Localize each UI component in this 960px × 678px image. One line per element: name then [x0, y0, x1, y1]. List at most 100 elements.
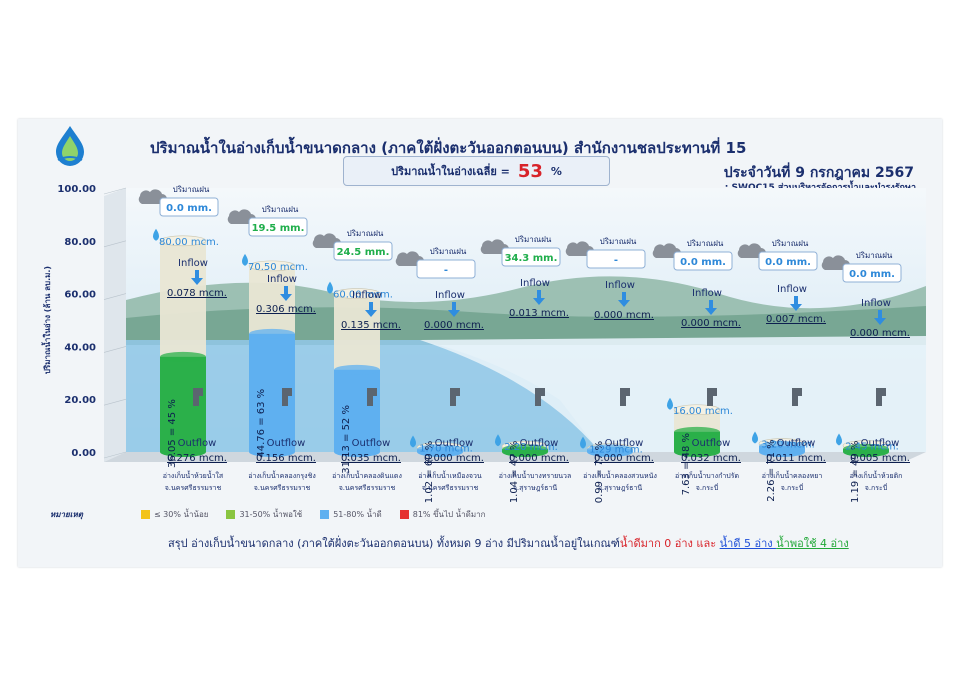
reservoir-province: จ.กระบี่	[865, 483, 888, 492]
inflow-arrow-icon	[705, 300, 717, 315]
inflow-value: 0.000 mcm.	[681, 318, 741, 329]
rain-value: 24.5 mm.	[337, 247, 390, 258]
summary-very-good: น้ำดีมาก	[619, 537, 661, 550]
water-top	[674, 426, 720, 437]
water-bar	[334, 369, 380, 452]
legend-item-very-good: 81% ขึ้นไป น้ำดีมาก	[399, 508, 485, 521]
report-date: ประจำวันที่ 9 กรกฎาคม 2567	[723, 165, 914, 181]
y-tick-label: 80.00	[64, 237, 96, 248]
outflow-value: 0.035 mcm.	[341, 453, 401, 464]
summary-good: น้ำดี	[719, 537, 741, 550]
water-bottom	[417, 447, 463, 457]
bar-value-label: 1.19 = 49 %	[850, 441, 861, 503]
outflow-label: Outflow	[178, 438, 217, 449]
reservoir-province: จ.นครศรีธรรมราช	[422, 484, 479, 492]
bar-value-label: 44.76 = 63 %	[256, 389, 267, 458]
summary-prefix: สรุป อ่างเก็บน้ำขนาดกลาง (ภาคใต้ฝั่งตะวั…	[168, 537, 620, 550]
capacity-top	[159, 235, 207, 247]
gridline	[103, 346, 127, 353]
water-bottom	[674, 447, 720, 457]
reservoir-province: จ.สุราษฎร์ธานี	[598, 484, 643, 492]
capacity-top	[248, 260, 296, 272]
water-drop-icon	[242, 253, 248, 266]
y-axis-label: ปริมาณน้ำในอ่าง (ล้าน ลบ.ม.)	[41, 266, 52, 374]
outflow-label: Outflow	[267, 438, 306, 449]
reservoir-group: 1.02 = 60 %1.70 mcm. ปริมาณฝน - Inflow 0.000…	[395, 247, 484, 503]
inflow-label: Inflow	[435, 290, 465, 301]
inflow-label: Inflow	[178, 258, 208, 269]
water-bottom	[759, 447, 805, 457]
summary-very-good-count: 0 อ่าง และ	[660, 537, 720, 550]
capacity-label: 1.29 mcm.	[589, 445, 643, 456]
capacity-label: 80.00 mcm.	[159, 237, 219, 248]
faucet-icon	[876, 388, 886, 406]
outflow-label: Outflow	[777, 438, 816, 449]
inflow-value: 0.135 mcm.	[341, 320, 401, 331]
faucet-icon	[535, 388, 545, 406]
rain-value: -	[444, 265, 448, 276]
outflow-value: 0.032 mcm.	[681, 453, 741, 464]
rain-box	[842, 263, 902, 283]
chart-side-wall	[104, 188, 126, 462]
water-bottom	[502, 447, 548, 457]
inflow-value: 0.078 mcm.	[167, 288, 227, 299]
outflow-value: 0.000 mcm.	[424, 453, 484, 464]
legend-item-fair: 31-50% น้ำพอใช้	[226, 508, 302, 521]
rain-value: 0.0 mm.	[849, 269, 895, 280]
bar-value-label: 7.63 = 48 %	[681, 433, 692, 495]
reservoir-group: 7.63 = 48 % 16.00 mcm. ปริมาณฝน 0.0 mm. Infl…	[652, 239, 741, 495]
chart-floor	[104, 452, 926, 462]
gridline	[103, 293, 127, 300]
capacity-label: 60.00 mcm.	[333, 290, 393, 301]
inflow-label: Inflow	[605, 280, 635, 291]
inflow-label: Inflow	[861, 298, 891, 309]
reservoir-name: อ่างเก็บน้ำห้วยน้ำใส	[163, 469, 224, 480]
summary-good-count: 5 อ่าง	[740, 537, 777, 550]
faucet-icon	[367, 388, 377, 406]
legend-item-low: ≤ 30% น้ำน้อย	[140, 508, 208, 521]
water-drop-icon	[580, 436, 586, 449]
average-unit: %	[550, 164, 562, 178]
gridline	[103, 187, 127, 195]
outflow-value: 0.156 mcm.	[256, 453, 316, 464]
rain-label: ปริมาณฝน	[515, 235, 552, 244]
inflow-label: Inflow	[352, 290, 382, 301]
dam-slope	[420, 336, 926, 452]
inflow-arrow-icon	[448, 302, 460, 317]
outflow-value: 0.000 mcm.	[509, 453, 569, 464]
water-drop-icon	[495, 434, 501, 447]
outflow-label: Outflow	[435, 438, 474, 449]
inflow-value: 0.013 mcm.	[509, 308, 569, 319]
inflow-arrow-icon	[533, 290, 545, 305]
bar-value-label: 1.04 = 47 %	[509, 441, 520, 503]
capacity-label: 16.00 mcm.	[673, 406, 733, 417]
reservoir-province: จ.สุราษฎร์ธานี	[513, 484, 558, 492]
inflow-arrow-icon	[365, 302, 377, 317]
inflow-arrow-icon	[191, 270, 203, 285]
rain-box	[416, 259, 476, 279]
inflow-value: 0.000 mcm.	[594, 310, 654, 321]
faucet-icon	[193, 388, 203, 406]
reservoir-province: จ.กระบี่	[781, 483, 804, 492]
y-tick-label: 60.00	[64, 290, 96, 301]
rain-box	[758, 251, 818, 271]
faucet-icon	[282, 388, 292, 406]
inflow-arrow-icon	[618, 292, 630, 307]
outflow-label: Outflow	[861, 438, 900, 449]
rain-value: -	[614, 255, 618, 266]
reservoir-name: อ่างเก็บน้ำคลองสวนหนัง	[583, 469, 657, 480]
water-bottom	[587, 447, 633, 457]
reservoir-group: 2.26 = 71 %3.20 mcm. ปริมาณฝน 0.0 mm. Inflo…	[737, 239, 826, 502]
summary-text: สรุป อ่างเก็บน้ำขนาดกลาง (ภาคใต้ฝั่งตะวั…	[168, 534, 849, 552]
water-drop-icon	[752, 431, 758, 444]
y-tick-label: 40.00	[64, 342, 96, 353]
reservoir-group: 0.99 = 77 %1.29 mcm. ปริมาณฝน - Inflow 0.000…	[565, 237, 657, 503]
water-drop-icon	[153, 228, 159, 241]
outflow-value: 0.276 mcm.	[167, 453, 227, 464]
gridline	[103, 240, 127, 248]
gridline	[103, 451, 127, 459]
y-tick-label: 0.00	[71, 448, 96, 459]
inflow-arrow-icon	[790, 296, 802, 311]
rain-label: ปริมาณฝน	[173, 185, 210, 194]
inflow-value: 0.306 mcm.	[256, 304, 316, 315]
